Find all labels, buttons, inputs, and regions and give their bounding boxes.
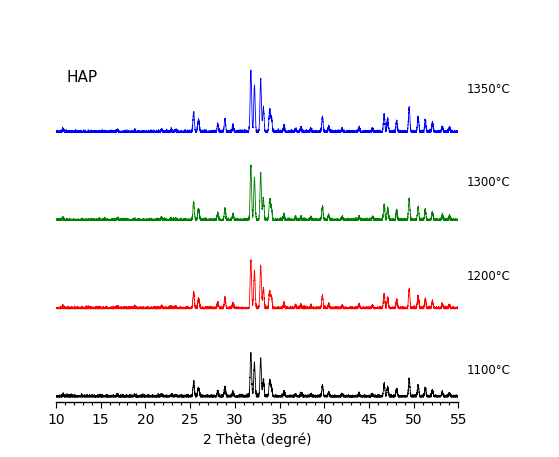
Text: 1350°C: 1350°C: [467, 83, 510, 96]
X-axis label: 2 Thèta (degré): 2 Thèta (degré): [203, 432, 311, 446]
Text: 1100°C: 1100°C: [467, 364, 510, 377]
Text: 1200°C: 1200°C: [467, 270, 510, 283]
Text: HAP: HAP: [67, 69, 98, 85]
Text: 1300°C: 1300°C: [467, 176, 510, 189]
